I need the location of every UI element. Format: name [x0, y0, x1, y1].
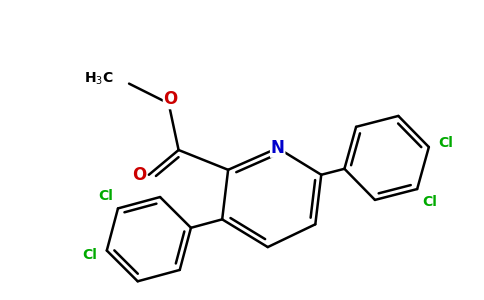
Text: O: O	[132, 166, 146, 184]
Text: Cl: Cl	[98, 189, 113, 203]
Text: N: N	[271, 139, 285, 157]
Text: Cl: Cl	[439, 136, 454, 150]
Text: O: O	[164, 91, 178, 109]
Text: Cl: Cl	[82, 248, 97, 262]
Text: H$_3$C: H$_3$C	[85, 70, 114, 87]
Text: Cl: Cl	[422, 195, 437, 209]
